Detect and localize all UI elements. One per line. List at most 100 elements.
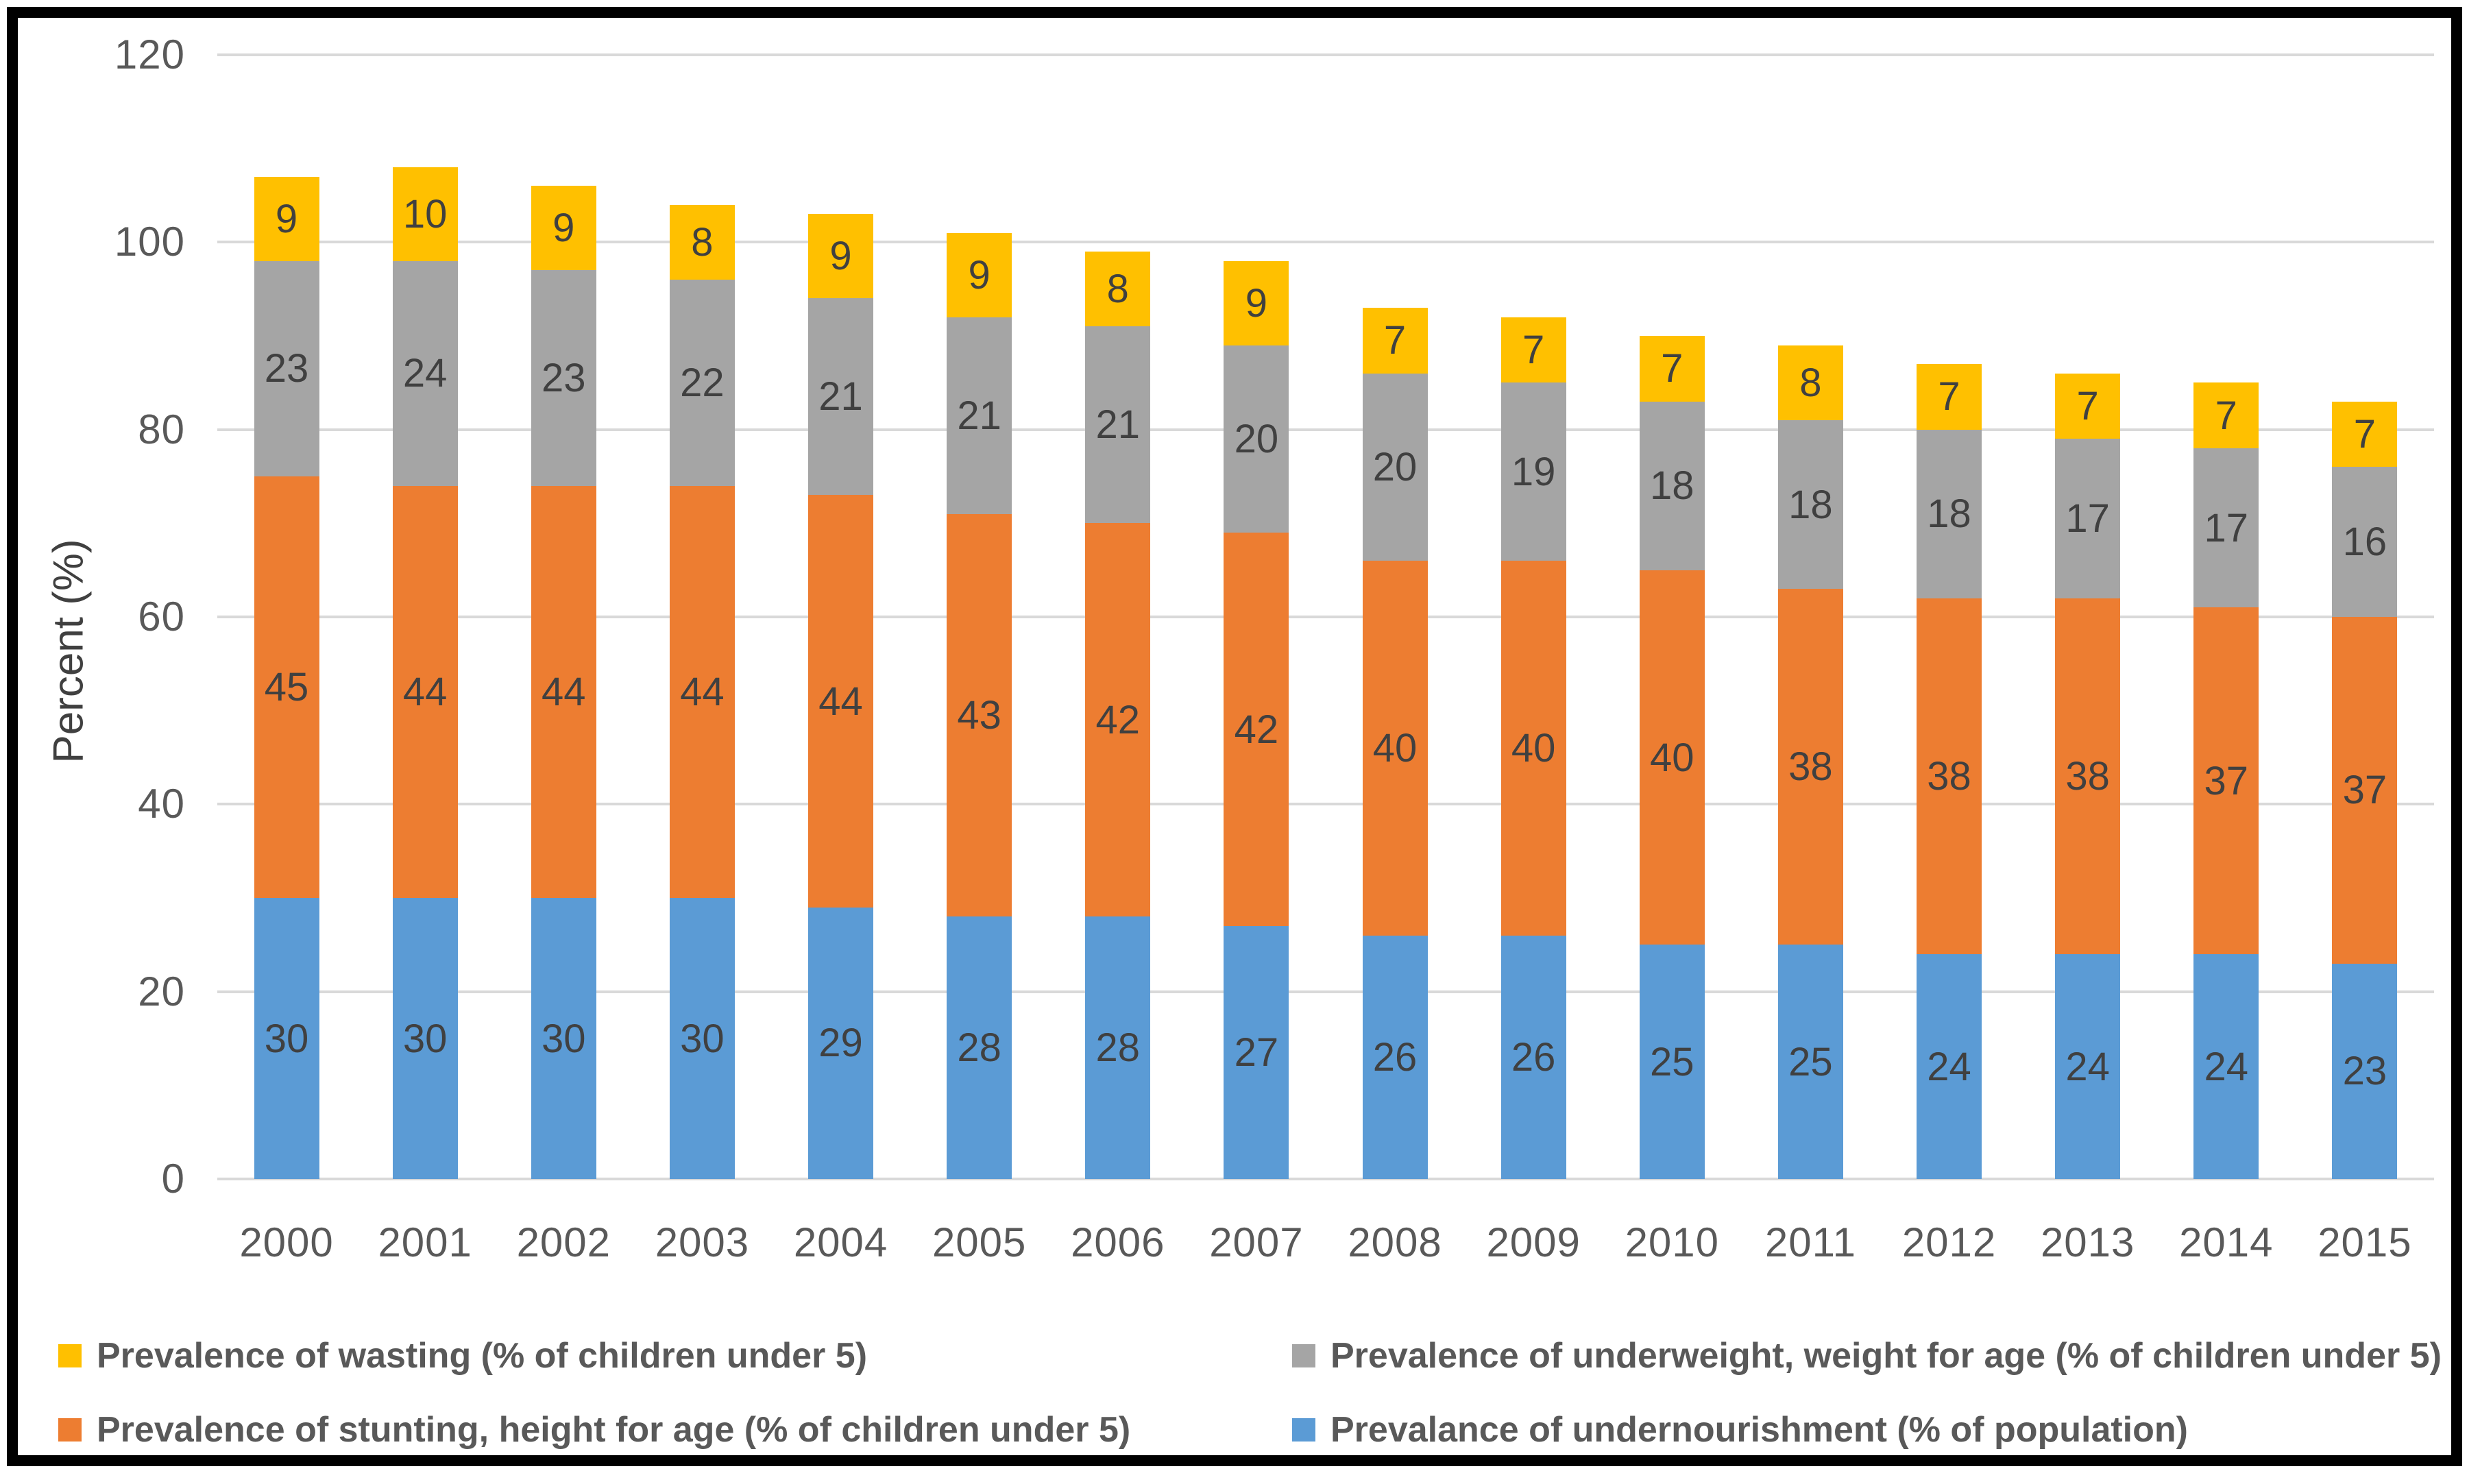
bar-segment: 23 [531, 270, 596, 486]
gridline-y-20 [217, 990, 2434, 993]
bar-segment: 30 [254, 898, 319, 1179]
legend-item: Prevalence of stunting, height for age (… [58, 1409, 1130, 1450]
bar-segment-label: 23 [264, 346, 309, 391]
gridline-y-60 [217, 616, 2434, 618]
x-tick-label-2008: 2008 [1348, 1219, 1442, 1265]
bar-segment: 10 [392, 167, 458, 261]
bar-segment: 21 [947, 317, 1012, 514]
bar-segment-label: 10 [402, 191, 448, 236]
legend-swatch-icon [58, 1418, 82, 1442]
bar-segment: 24 [2055, 954, 2121, 1179]
legend-item: Prevalence of underweight, weight for ag… [1292, 1335, 2442, 1376]
bar-segment-label: 9 [275, 196, 298, 241]
bar-segment-label: 9 [829, 234, 852, 279]
y-axis-title: Percent (%) [45, 539, 93, 764]
bar-segment: 38 [1777, 589, 1843, 945]
bar-segment: 16 [2332, 467, 2398, 617]
bar-segment: 7 [2193, 382, 2259, 448]
bar-segment-label: 38 [1927, 753, 1971, 799]
bar-segment-label: 40 [1372, 725, 1418, 770]
bar-segment-label: 21 [1095, 402, 1141, 448]
bar-segment: 8 [669, 204, 735, 280]
bar-segment: 27 [1224, 926, 1289, 1179]
bar-segment-label: 8 [691, 219, 714, 265]
x-tick-label-2011: 2011 [1764, 1219, 1856, 1265]
bar-segment-label: 29 [818, 1021, 863, 1066]
bar-segment: 18 [1917, 429, 1982, 598]
y-tick-label-60: 60 [138, 594, 185, 640]
bar-segment: 9 [254, 176, 319, 261]
bar-segment-label: 7 [1522, 328, 1545, 373]
bar-segment-label: 26 [1511, 1034, 1556, 1080]
bar-segment-label: 40 [1511, 725, 1556, 770]
bar-segment-label: 40 [1650, 735, 1694, 780]
bar-segment-label: 7 [2353, 412, 2376, 457]
bar-segment-label: 23 [542, 356, 586, 400]
bar-segment-label: 42 [1095, 697, 1141, 742]
bar-segment-label: 7 [1938, 374, 1960, 419]
legend-label: Prevalence of underweight, weight for ag… [1330, 1336, 2442, 1376]
legend-swatch-icon [58, 1344, 82, 1367]
bar-segment-label: 30 [542, 1016, 586, 1061]
plot-area: 30 45 23 9 30 44 24 10 30 44 23 9 30 44 22 8 29 44 21 9 28 43… [217, 53, 2434, 1180]
y-tick-label-120: 120 [114, 32, 185, 77]
gridline-y-0 [217, 1178, 2434, 1180]
bar-segment-label: 17 [2065, 496, 2110, 541]
bar-segment: 44 [531, 485, 596, 898]
x-tick-label-2001: 2001 [378, 1219, 472, 1265]
x-tick-label-2006: 2006 [1071, 1219, 1165, 1265]
bar-segment: 21 [1085, 326, 1151, 524]
bar-segment-label: 8 [1799, 360, 1822, 405]
y-tick-label-40: 40 [138, 781, 185, 827]
bar-segment: 8 [1085, 252, 1151, 327]
x-tick-label-2004: 2004 [793, 1219, 888, 1265]
bar-segment: 19 [1500, 382, 1566, 561]
bar-segment-label: 25 [1788, 1039, 1833, 1084]
bar-segment-label: 37 [2204, 758, 2249, 803]
bar-segment-label: 28 [1095, 1025, 1141, 1071]
bar-segment: 7 [1362, 308, 1428, 374]
bar-segment-label: 43 [957, 693, 1001, 738]
x-tick-label-2015: 2015 [2318, 1219, 2412, 1265]
bar-segment: 20 [1224, 345, 1289, 533]
legend-label: Prevalence of stunting, height for age (… [97, 1410, 1131, 1450]
bar-segment-label: 9 [552, 206, 575, 251]
bar-segment: 30 [669, 898, 735, 1179]
bar-segment-label: 19 [1511, 449, 1556, 494]
bar-segment-label: 24 [2204, 1044, 2249, 1089]
legend-item: Prevalence of wasting (% of children und… [58, 1335, 867, 1376]
bar-segment: 44 [808, 495, 874, 908]
bar-segment-label: 16 [2342, 520, 2387, 565]
bar-segment-label: 45 [264, 665, 309, 709]
bar-segment: 7 [1639, 336, 1705, 402]
y-tick-label-100: 100 [114, 219, 185, 265]
bar-segment: 42 [1085, 523, 1151, 917]
bar-segment-label: 30 [680, 1016, 725, 1061]
bar-segment-label: 17 [2204, 505, 2249, 550]
bar-segment: 8 [1777, 345, 1843, 420]
bar-segment-label: 7 [2215, 393, 2237, 438]
x-tick-label-2010: 2010 [1625, 1219, 1720, 1265]
x-tick-label-2009: 2009 [1486, 1219, 1581, 1265]
bar-segment: 40 [1500, 561, 1566, 936]
bar-segment-label: 38 [2065, 753, 2110, 799]
bar-segment: 30 [531, 898, 596, 1179]
bar-segment-label: 9 [1245, 280, 1268, 326]
bar-segment-label: 7 [1661, 346, 1683, 391]
bar-segment-label: 20 [1234, 416, 1279, 461]
bar-segment: 7 [2332, 401, 2398, 467]
bar-segment: 9 [947, 232, 1012, 317]
bar-segment-label: 44 [402, 669, 448, 714]
bar-segment-label: 8 [1106, 267, 1129, 312]
bar-segment: 17 [2055, 439, 2121, 598]
bar-segment: 9 [1224, 260, 1289, 345]
bar-segment: 28 [947, 916, 1012, 1179]
bar-segment: 26 [1362, 935, 1428, 1179]
bar-segment: 24 [392, 260, 458, 486]
bar-segment: 30 [392, 898, 458, 1179]
bar-segment: 23 [254, 260, 319, 476]
bar-segment-label: 9 [968, 252, 990, 297]
bar-segment-label: 42 [1234, 707, 1279, 752]
bar-segment: 45 [254, 476, 319, 898]
bar-segment-label: 27 [1234, 1030, 1279, 1075]
